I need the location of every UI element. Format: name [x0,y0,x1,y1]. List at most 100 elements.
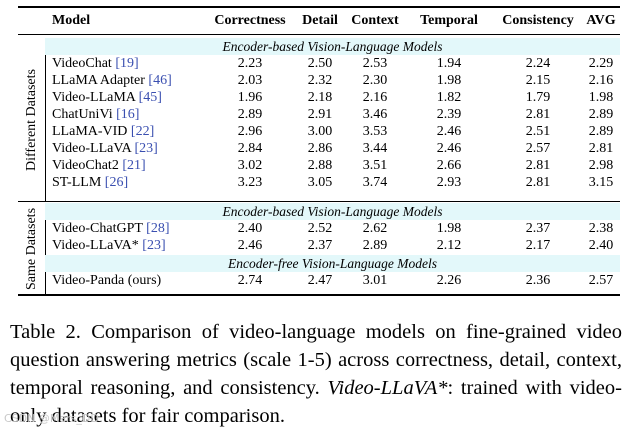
value-cell: 2.91 [307,107,333,122]
value-cell: 2.32 [307,73,333,88]
model-name-cell: LLaMA-VID [22] [52,124,154,140]
value-cell: 2.18 [307,90,333,105]
model-name: VideoChat [52,56,112,71]
value-cell: 3.05 [307,175,333,190]
model-name: ST-LLM [52,175,102,190]
column-header-consistency: Consistency [502,13,574,28]
value-cell: 2.29 [588,56,614,71]
model-name: Video-LLaVA [52,141,131,156]
group-label: Same Datasets [24,207,39,290]
citation-link[interactable]: [45] [138,90,162,105]
value-cell: 2.89 [588,124,614,139]
model-name: ChatUniVi [52,107,113,122]
bottom-rule [18,294,620,296]
value-cell: 2.46 [237,238,263,253]
value-cell: 2.40 [588,238,614,253]
table-row: Video-LLaVA [23] 2.84 2.86 3.44 2.46 2.57 2.81 [45,141,620,157]
value-cell: 2.46 [436,141,462,156]
caption-text: Comparison of video-language models on f… [10,321,623,399]
value-cell: 3.53 [362,124,388,139]
group-bracket-line [45,203,46,294]
model-name-cell: VideoChat2 [21] [52,158,146,174]
model-name-cell: Video-LLaMA [45] [52,90,162,106]
model-name: Video-ChatGPT [52,221,143,236]
table-row: LLaMA-VID [22] 2.96 3.00 3.53 2.46 2.51 2.89 [45,124,620,140]
value-cell: 2.30 [362,73,388,88]
value-cell: 2.51 [525,124,551,139]
citation-link[interactable]: [46] [148,73,172,88]
value-cell: 1.79 [525,90,551,105]
column-header-temporal: Temporal [420,13,478,28]
citation-link[interactable]: [23] [134,141,158,156]
value-cell: 2.12 [436,238,462,253]
value-cell: 1.98 [588,90,614,105]
value-cell: 2.81 [525,158,551,173]
caption-note-term: Video-LLaVA* [327,377,448,399]
value-cell: 3.44 [362,141,388,156]
value-cell: 2.84 [237,141,263,156]
value-cell: 2.47 [307,273,333,288]
value-cell: 2.88 [307,158,333,173]
section-band: Encoder-free Vision-Language Models [45,255,620,272]
model-name: Video-Panda (ours) [52,273,162,288]
value-cell: 2.81 [525,107,551,122]
value-cell: 2.52 [307,221,333,236]
section-title: Encoder-based Vision-Language Models [222,39,443,54]
table-row: ChatUniVi [16] 2.89 2.91 3.46 2.39 2.81 2.89 [45,107,620,123]
value-cell: 2.37 [525,221,551,236]
value-cell: 2.36 [525,273,551,288]
model-name-cell: Video-ChatGPT [28] [52,221,170,237]
group-separator-rule [18,201,620,202]
citation-link[interactable]: [23] [142,238,166,253]
column-header-correctness: Correctness [214,13,286,28]
value-cell: 2.74 [237,273,263,288]
section-band: Encoder-based Vision-Language Models [45,38,620,55]
caption-label: Table 2. [10,321,81,343]
header-rule [18,34,620,35]
table-row: VideoChat2 [21] 3.02 2.88 3.51 2.66 2.81 2.98 [45,158,620,174]
value-cell: 2.16 [588,73,614,88]
value-cell: 2.17 [525,238,551,253]
model-name-cell: Video-Panda (ours) [52,273,161,289]
section-title: Encoder-free Vision-Language Models [228,256,437,271]
value-cell: 2.53 [362,56,388,71]
value-cell: 2.89 [362,238,388,253]
value-cell: 2.57 [588,273,614,288]
table-row: VideoChat [19] 2.23 2.50 2.53 1.94 2.24 2.29 [45,56,620,72]
citation-link[interactable]: [19] [115,56,139,71]
value-cell: 2.62 [362,221,388,236]
value-cell: 3.74 [362,175,388,190]
table-caption: Table 2. Comparison of video-language mo… [10,318,622,430]
column-header-avg: AVG [586,13,616,28]
value-cell: 2.46 [436,124,462,139]
citation-link[interactable]: [26] [104,175,129,190]
watermark: CSDN @Mars_DD [4,412,99,425]
value-cell: 3.15 [588,175,614,190]
value-cell: 2.98 [588,158,614,173]
column-header-context: Context [351,13,399,28]
table-row: Video-LLaMA [45] 1.96 2.18 2.16 1.82 1.79 1.98 [45,90,620,106]
column-header-detail: Detail [302,13,338,28]
citation-link[interactable]: [28] [146,221,170,236]
citation-link[interactable]: [21] [122,158,146,173]
group-label: Different Datasets [24,68,39,171]
value-cell: 2.37 [307,238,333,253]
model-name-cell: ST-LLM [26] [52,175,128,191]
model-name: Video-LLaMA [52,90,136,105]
model-name-cell: LLaMA Adapter [46] [52,73,172,89]
column-header-model: Model [52,13,91,28]
value-cell: 2.23 [237,56,263,71]
value-cell: 2.15 [525,73,551,88]
section-band: Encoder-based Vision-Language Models [45,203,620,220]
model-name: LLaMA Adapter [52,73,145,88]
value-cell: 2.16 [362,90,388,105]
citation-link[interactable]: [16] [116,107,140,122]
value-cell: 3.51 [362,158,388,173]
value-cell: 1.98 [436,73,462,88]
value-cell: 3.23 [237,175,263,190]
table-row: Video-Panda (ours) 2.74 2.47 3.01 2.26 2.36 2.… [45,273,620,289]
value-cell: 1.96 [237,90,263,105]
table-row: ST-LLM [26] 3.23 3.05 3.74 2.93 2.81 3.15 [45,175,620,191]
citation-link[interactable]: [22] [130,124,155,139]
value-cell: 2.96 [237,124,263,139]
